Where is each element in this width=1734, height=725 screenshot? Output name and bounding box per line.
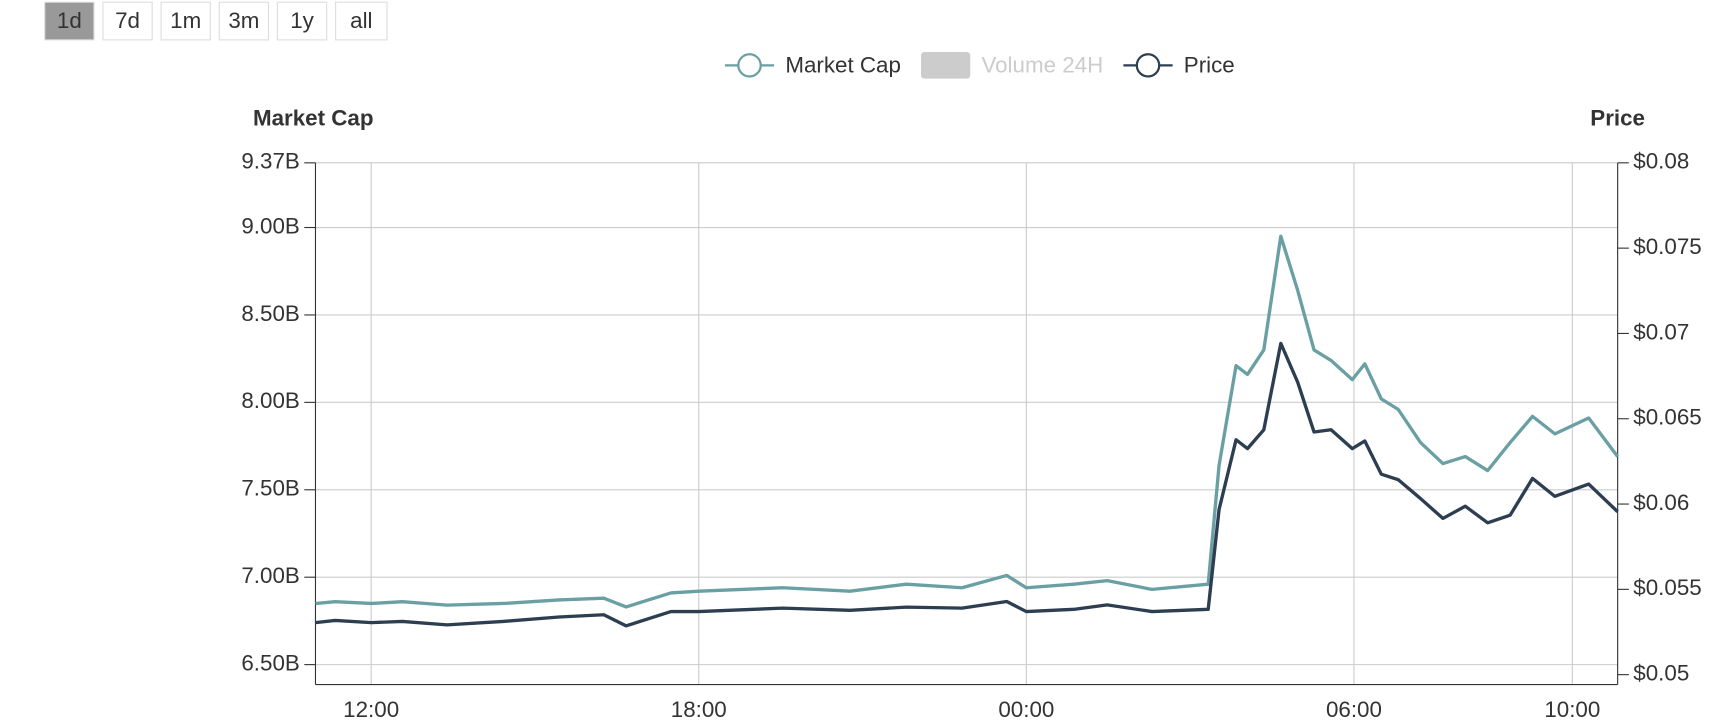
range-button[interactable]: 1d [44, 1, 95, 41]
button-label[interactable]: 3m [228, 8, 259, 33]
range-button[interactable]: all [335, 1, 388, 41]
range-button[interactable]: 1m [160, 1, 211, 41]
x-tick-label: 00:00 [998, 697, 1054, 720]
y-tick-label: 9.37B [241, 149, 299, 174]
x-tick-label: 12:00 [343, 697, 399, 720]
button-label[interactable]: 1m [170, 8, 201, 33]
y-tick-label: 9.00B [241, 213, 299, 238]
y2-tick-label: $0.075 [1633, 234, 1701, 259]
legend: Market Cap Volume 24H Price [724, 52, 1235, 79]
button-label[interactable]: 7d [115, 8, 140, 33]
y-tick-label: 8.50B [241, 301, 299, 326]
x-tick-label: 10:00 [1544, 697, 1600, 720]
y2-tick-label: $0.07 [1633, 319, 1689, 344]
button-bg[interactable] [160, 1, 211, 41]
line [315, 341, 1619, 628]
range-button[interactable]: 3m [218, 1, 270, 41]
button-bg[interactable] [218, 1, 270, 41]
x-tick-label: 18:00 [671, 697, 727, 720]
y2-tick-label: $0.065 [1633, 405, 1701, 430]
legend-marker[interactable] [1135, 53, 1161, 78]
x-tick-label: 06:00 [1326, 697, 1382, 720]
button-bg[interactable] [44, 1, 95, 41]
y-axis-title: Market Cap [253, 106, 374, 131]
line [315, 234, 1620, 609]
legend-label[interactable]: Volume 24H [981, 52, 1103, 77]
y-tick-label: 7.50B [241, 476, 299, 501]
y2-axis-title: Price [1590, 106, 1645, 131]
legend-item[interactable]: Price [1123, 52, 1235, 78]
legend-item[interactable]: Volume 24H [921, 52, 1103, 79]
legend-swatch[interactable] [921, 52, 971, 79]
range-button[interactable]: 7d [102, 1, 153, 41]
y2-tick-label: $0.08 [1633, 149, 1689, 174]
button-bg[interactable] [335, 1, 388, 41]
legend-label[interactable]: Market Cap [785, 52, 901, 77]
button-label[interactable]: all [350, 8, 372, 33]
legend-label[interactable]: Price [1184, 52, 1235, 77]
y-tick-label: 6.50B [241, 651, 299, 676]
y-tick-label: 8.00B [241, 388, 299, 413]
y2-tick-label: $0.05 [1633, 661, 1689, 686]
y-tick-label: 7.00B [241, 563, 299, 588]
button-label[interactable]: 1d [57, 8, 82, 33]
button-label[interactable]: 1y [290, 8, 314, 33]
legend-marker[interactable] [737, 53, 762, 78]
legend-item[interactable]: Market Cap [724, 52, 901, 78]
y2-tick-label: $0.06 [1633, 490, 1689, 515]
y2-tick-label: $0.055 [1633, 575, 1701, 600]
range-button[interactable]: 1y [276, 1, 328, 41]
button-bg[interactable] [276, 1, 328, 41]
range-buttons: 1d 7d 1m 3m 1y all [44, 1, 388, 41]
button-bg[interactable] [102, 1, 153, 41]
